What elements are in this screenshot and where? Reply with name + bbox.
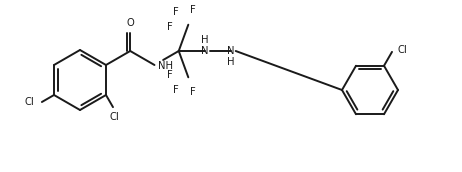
Text: N: N bbox=[227, 46, 235, 56]
Text: NH: NH bbox=[158, 61, 173, 71]
Text: Cl: Cl bbox=[109, 112, 119, 122]
Text: F: F bbox=[167, 70, 172, 80]
Text: O: O bbox=[126, 18, 134, 28]
Text: F: F bbox=[190, 87, 196, 97]
Text: F: F bbox=[172, 7, 178, 17]
Text: Cl: Cl bbox=[24, 97, 34, 107]
Text: F: F bbox=[167, 22, 172, 32]
Text: N: N bbox=[201, 46, 208, 56]
Text: H: H bbox=[201, 35, 208, 45]
Text: H: H bbox=[227, 57, 235, 67]
Text: F: F bbox=[190, 5, 196, 15]
Text: Cl: Cl bbox=[398, 45, 408, 55]
Text: F: F bbox=[172, 85, 178, 95]
